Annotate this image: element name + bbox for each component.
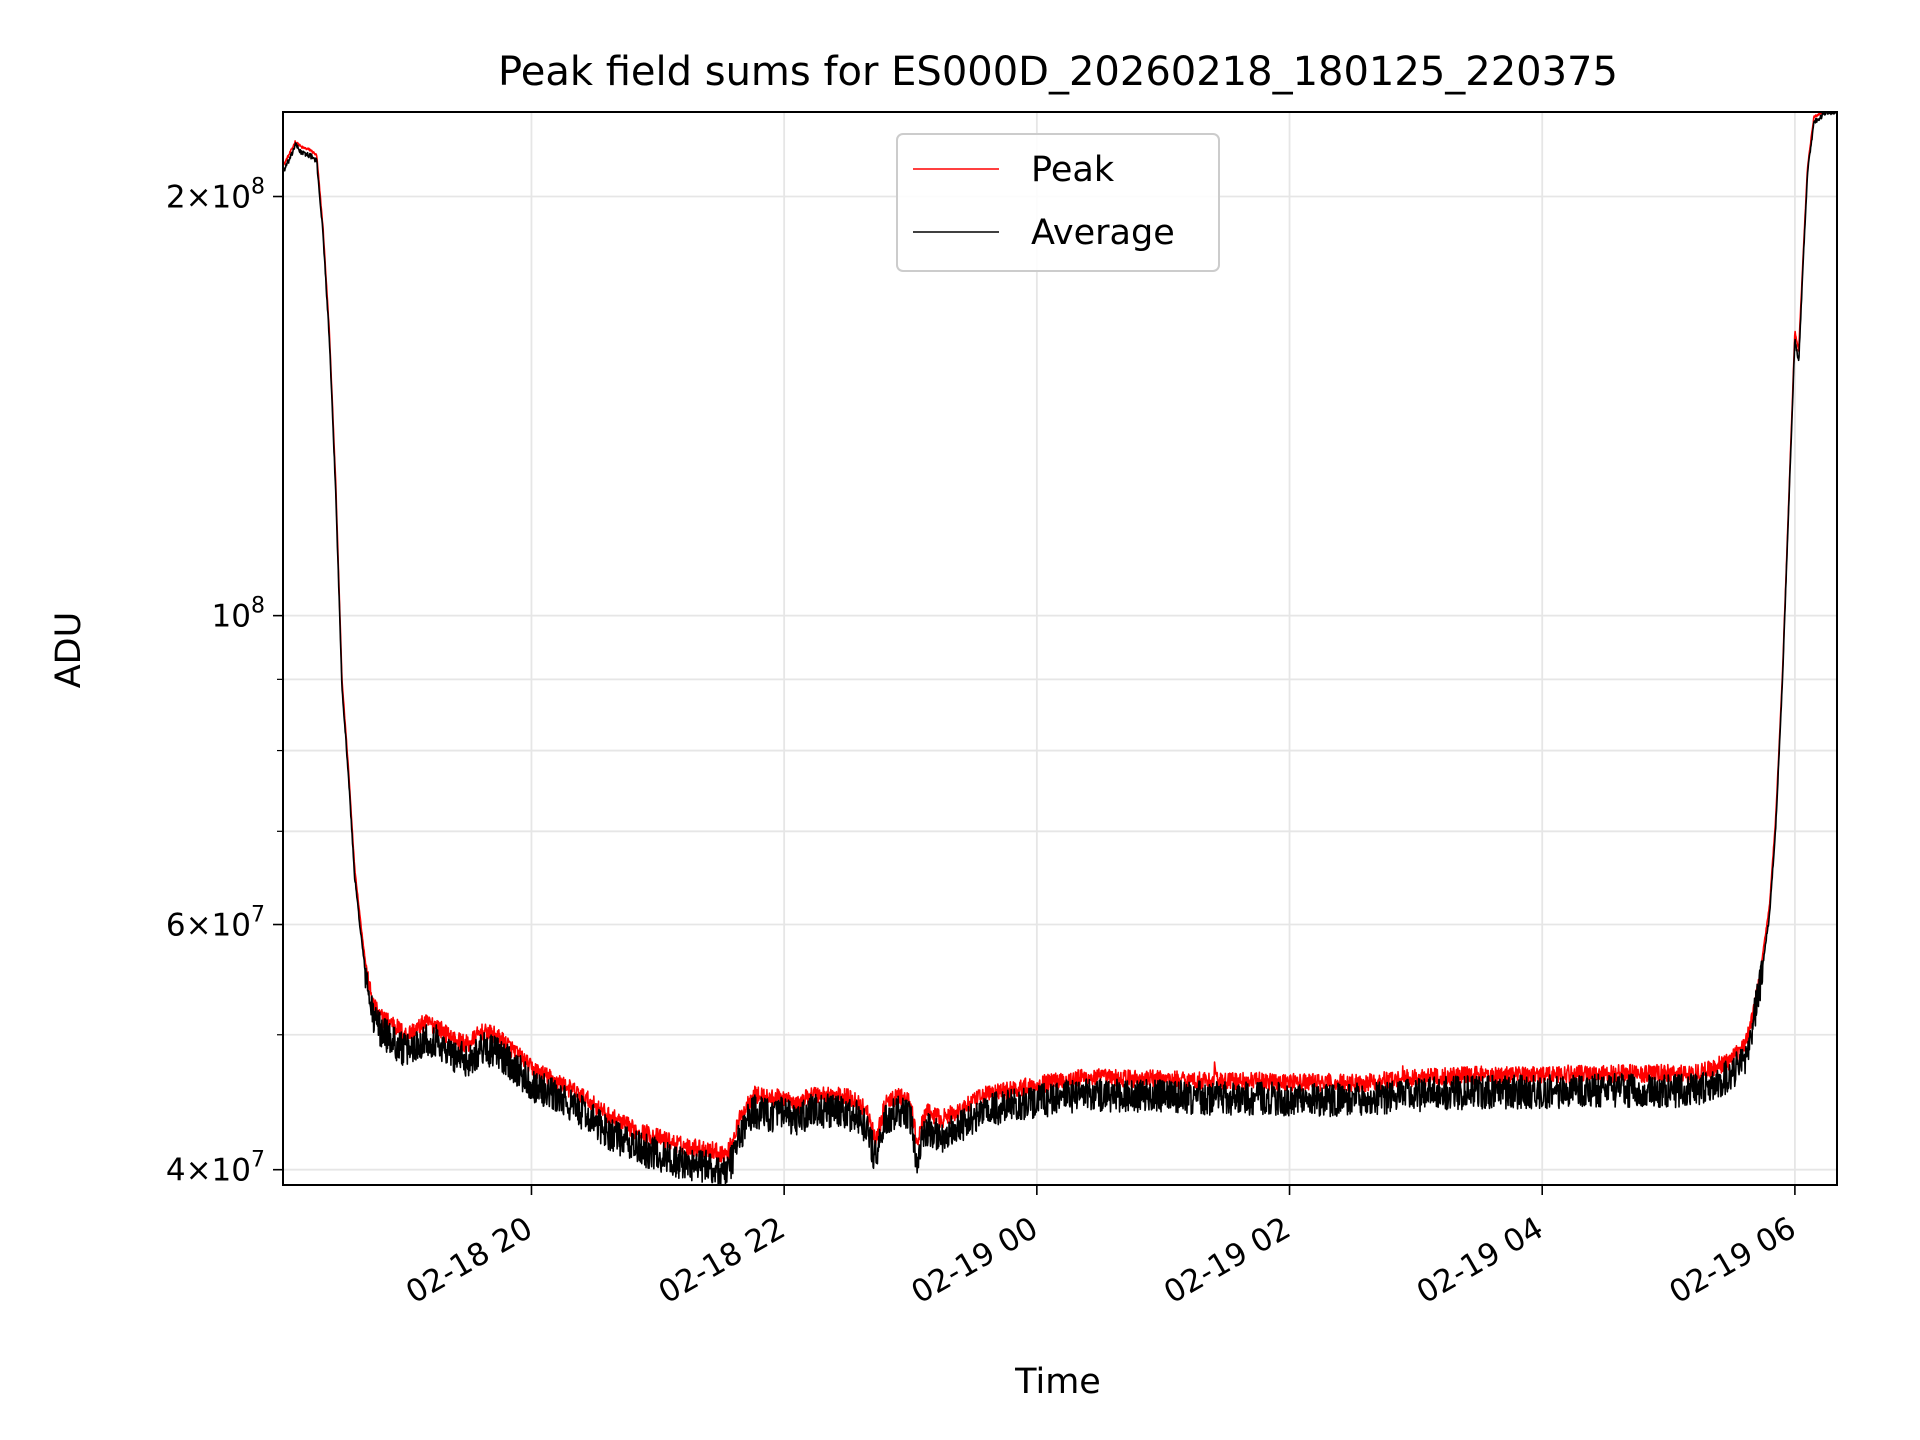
y-tick-label: 6×107: [166, 903, 265, 944]
series-line-peak: [283, 112, 1826, 1164]
chart-title: Peak field sums for ES000D_20260218_1801…: [498, 49, 1618, 95]
series-line-average: [283, 112, 1837, 1185]
x-axis-label: Time: [1014, 1362, 1101, 1402]
y-tick-label: 4×107: [166, 1148, 265, 1189]
y-tick-label: 2×108: [166, 175, 265, 216]
y-axis-label: ADU: [49, 612, 89, 689]
y-tick-label: 108: [212, 594, 265, 635]
y-tick-base: 10: [212, 599, 251, 635]
y-tick-base: 6×10: [166, 908, 251, 944]
y-tick-base: 4×10: [166, 1153, 251, 1189]
legend-label-average: Average: [1031, 213, 1175, 253]
y-tick-exponent: 8: [251, 175, 265, 200]
y-tick-base: 2×10: [166, 180, 251, 216]
legend-label-peak: Peak: [1031, 150, 1115, 190]
y-tick-exponent: 7: [251, 1148, 265, 1173]
y-tick-exponent: 7: [251, 903, 265, 928]
series-layer: [283, 112, 1837, 1185]
y-tick-exponent: 8: [251, 594, 265, 619]
plot-frame: [282, 111, 1838, 1186]
legend: Peak Average: [896, 133, 1220, 272]
